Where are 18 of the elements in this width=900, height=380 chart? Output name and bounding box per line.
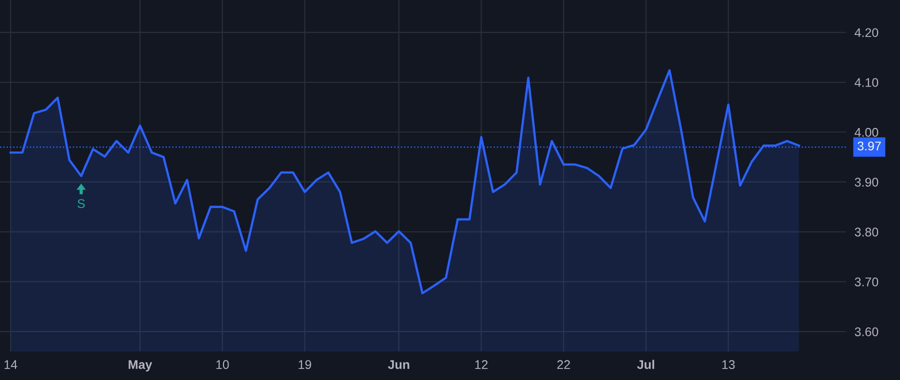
y-tick-label: 3.80 bbox=[854, 228, 878, 236]
x-tick-label: Jul bbox=[637, 360, 654, 370]
x-tick-label: Jun bbox=[388, 360, 410, 370]
x-tick-label: 14 bbox=[4, 360, 18, 369]
annotation: S bbox=[78, 199, 85, 208]
y-tick-label: 4.10 bbox=[854, 78, 878, 87]
y-tick-label: 3.60 bbox=[854, 327, 878, 336]
y-tick-label: 4.00 bbox=[854, 128, 878, 137]
x-tick-label: 19 bbox=[298, 360, 312, 370]
y-tick-label: 3.90 bbox=[854, 178, 878, 187]
x-tick-label: 10 bbox=[216, 360, 229, 370]
x-tick-label: 13 bbox=[722, 360, 735, 370]
ref-line-label: 3.97 bbox=[858, 142, 881, 150]
x-tick-label: 22 bbox=[557, 360, 570, 369]
y-tick-label: 3.70 bbox=[854, 278, 878, 286]
x-tick-label: 12 bbox=[475, 360, 488, 369]
x-tick-label: May bbox=[128, 360, 152, 372]
y-tick-label: 4.20 bbox=[854, 28, 878, 38]
